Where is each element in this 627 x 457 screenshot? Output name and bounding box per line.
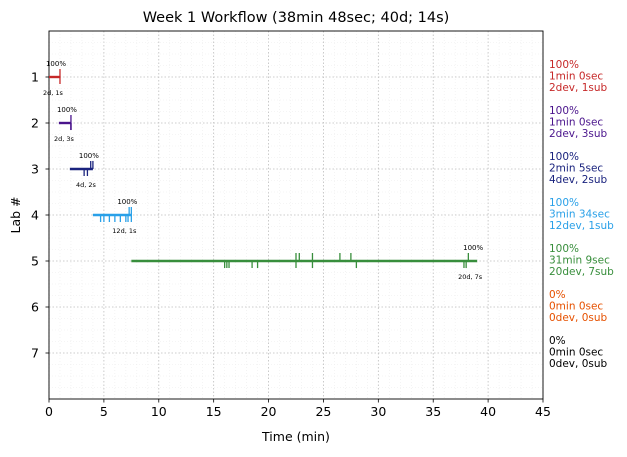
- lab-3-summary-line: 2min 5sec: [549, 163, 603, 175]
- y-tick-label: 3: [31, 162, 39, 177]
- lab-6-summary-line: 0min 0sec: [549, 301, 603, 313]
- y-axis: 1 2 3 4 5 6 7: [31, 70, 49, 361]
- x-tick-label: 15: [206, 404, 222, 419]
- lab-3-summary-line: 100%: [549, 151, 579, 163]
- lab-1-count-label: 2d, 1s: [43, 89, 64, 97]
- x-tick-label: 30: [370, 404, 386, 419]
- y-tick-label: 1: [31, 70, 39, 85]
- lab-1-percent-label: 100%: [46, 60, 66, 68]
- lab-6-summary-line: 0%: [549, 289, 566, 301]
- lab-7-summary-line: 0%: [549, 335, 566, 347]
- lab-2-percent-label: 100%: [57, 106, 77, 114]
- lab-1-summary-line: 2dev, 1sub: [549, 82, 608, 94]
- x-tick-label: 0: [45, 404, 53, 419]
- lab-4-percent-label: 100%: [117, 198, 137, 206]
- x-axis-label: Time (min): [261, 429, 330, 444]
- lab-2-summary-line: 100%: [549, 105, 579, 117]
- lab-5-summary-line: 20dev, 7sub: [549, 266, 614, 278]
- x-axis: 0 5 10 15 20 25 30 35 40 45: [45, 399, 551, 419]
- lab-5-summary-line: 31min 9sec: [549, 255, 610, 267]
- lab-1-summary-line: 1min 0sec: [549, 71, 603, 83]
- lab-3-count-label: 4d, 2s: [76, 181, 97, 189]
- grid: [48, 31, 544, 399]
- y-tick-label: 6: [31, 300, 39, 315]
- data-layer: 100% 2d, 1s 100% 2d, 3s 100% 4d, 2s 100% 12d, 1…: [43, 60, 483, 281]
- x-tick-label: 25: [315, 404, 331, 419]
- x-tick-label: 45: [535, 404, 551, 419]
- lab-7-summary-line: 0min 0sec: [549, 347, 603, 359]
- y-tick-label: 4: [31, 208, 39, 223]
- lab-5-count-label: 20d, 7s: [458, 273, 483, 281]
- y-tick-label: 7: [31, 346, 39, 361]
- lab-5-percent-label: 100%: [463, 244, 483, 252]
- y-tick-label: 5: [31, 254, 39, 269]
- x-tick-label: 35: [425, 404, 441, 419]
- lab-2-count-label: 2d, 3s: [54, 135, 75, 143]
- x-tick-label: 10: [151, 404, 167, 419]
- lab-7-summary-line: 0dev, 0sub: [549, 358, 608, 370]
- lab-4-summary-line: 100%: [549, 197, 579, 209]
- x-tick-label: 20: [261, 404, 277, 419]
- lab-4-count-label: 12d, 1s: [112, 227, 137, 235]
- lab-3-summary-line: 4dev, 2sub: [549, 174, 608, 186]
- chart-title: Week 1 Workflow (38min 48sec; 40d; 14s): [143, 10, 450, 26]
- y-tick-label: 2: [31, 116, 39, 131]
- lab-4-summary-line: 12dev, 1sub: [549, 220, 614, 232]
- lab-5-summary-line: 100%: [549, 243, 579, 255]
- lab-4-summary-line: 3min 34sec: [549, 209, 610, 221]
- lab-6-summary-line: 0dev, 0sub: [549, 312, 608, 324]
- x-tick-label: 5: [100, 404, 108, 419]
- lab-3-percent-label: 100%: [79, 152, 99, 160]
- lab-2-summary-line: 2dev, 3sub: [549, 128, 608, 140]
- x-tick-label: 40: [480, 404, 496, 419]
- y-axis-label: Lab #: [8, 196, 23, 233]
- lab-2-summary-line: 1min 0sec: [549, 117, 603, 129]
- lab-1-summary-line: 100%: [549, 59, 579, 71]
